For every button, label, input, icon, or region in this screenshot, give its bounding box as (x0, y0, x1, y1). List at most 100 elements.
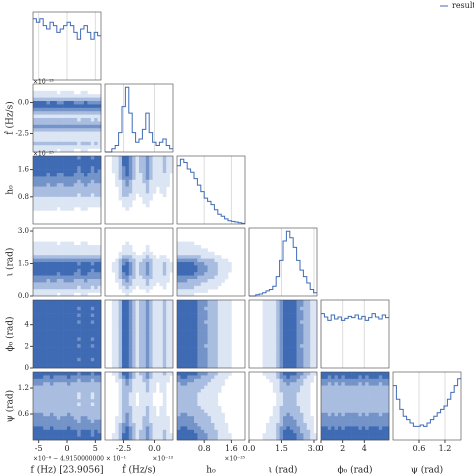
contour-cell (53, 121, 58, 126)
contour-cell (70, 416, 75, 420)
contour-cell (180, 372, 185, 376)
contour-cell (286, 313, 291, 318)
contour-cell (63, 258, 68, 263)
contour-cell (33, 351, 37, 355)
contour-cell (166, 275, 170, 280)
contour-cell (162, 426, 167, 431)
contour-cell (313, 433, 318, 437)
contour-cell (77, 248, 81, 253)
contour-cell (197, 310, 202, 314)
contour-cell (166, 258, 170, 263)
contour-cell (190, 337, 195, 342)
contour-cell (177, 334, 181, 338)
contour-cell (56, 183, 61, 187)
contour-cell (159, 186, 164, 191)
contour-cell (73, 128, 78, 132)
contour-cell (296, 334, 301, 338)
contour-cell (135, 310, 140, 314)
contour-cell (204, 433, 208, 437)
contour-cell (60, 275, 64, 280)
contour-cell (43, 306, 47, 311)
contour-cell (46, 395, 51, 400)
contour-cell (46, 340, 51, 345)
contour-cell (90, 357, 95, 362)
contour-cell (115, 173, 119, 177)
contour-cell (214, 412, 219, 417)
contour-cell (283, 361, 287, 365)
contour-cell (90, 265, 95, 270)
contour-cell (60, 282, 64, 287)
contour-cell (187, 375, 191, 380)
contour-cell (46, 104, 51, 109)
contour-cell (187, 361, 191, 365)
contour-cell (180, 344, 185, 348)
contour-cell (70, 317, 75, 321)
contour-cell (94, 196, 98, 201)
contour-cell (145, 419, 150, 424)
contour-cell (125, 203, 130, 208)
contour-cell (214, 340, 219, 345)
contour-cell (118, 340, 123, 345)
contour-cell (313, 364, 318, 369)
contour-cell (115, 300, 119, 304)
contour-cell (60, 97, 64, 102)
contour-cell (228, 303, 232, 308)
contour-cell (125, 183, 130, 187)
contour-cell (183, 412, 188, 417)
contour-cell (39, 399, 44, 403)
contour-cell (94, 128, 98, 132)
contour-cell (87, 406, 92, 410)
contour-cell (183, 416, 188, 420)
contour-cell (177, 429, 181, 434)
contour-cell (84, 306, 88, 311)
contour-cell (43, 419, 47, 424)
contour-cell (122, 378, 126, 383)
contour-cell (80, 97, 85, 102)
contour-cell (217, 310, 222, 314)
contour-cell (53, 104, 58, 109)
contour-cell (372, 372, 376, 376)
y-offset-text: ×10⁻¹³ (33, 79, 54, 86)
contour-cell (375, 402, 380, 407)
contour-cell (207, 385, 212, 390)
contour-cell (162, 320, 167, 325)
contour-cell (77, 97, 81, 102)
contour-cell (139, 255, 143, 259)
contour-cell (80, 159, 85, 164)
contour-cell (217, 406, 222, 410)
contour-cell (50, 323, 54, 328)
contour-cell (324, 429, 329, 434)
contour-cell (53, 262, 58, 266)
contour-cell (321, 429, 325, 434)
contour-cell (80, 289, 85, 293)
contour-cell (204, 327, 208, 331)
contour-cell (159, 162, 164, 167)
contour-cell (70, 392, 75, 397)
contour-cell (344, 395, 349, 400)
contour-cell (73, 118, 78, 122)
contour-cell (217, 306, 222, 311)
contour-cell (122, 162, 126, 167)
contour-cell (289, 344, 294, 348)
contour-cell (385, 429, 390, 434)
contour-cell (60, 399, 64, 403)
contour-cell (272, 389, 277, 393)
contour-cell (56, 190, 61, 194)
contour-cell (344, 416, 349, 420)
contour-cell (279, 320, 284, 325)
contour-cell (211, 399, 215, 403)
contour-cell (73, 347, 78, 352)
contour-cell (97, 124, 102, 129)
contour-cell (80, 248, 85, 253)
contour-cell (33, 190, 37, 194)
contour-cell (272, 364, 277, 369)
contour-cell (46, 114, 51, 119)
contour-cell (385, 389, 390, 393)
contour-cell (128, 395, 133, 400)
contour-cell (177, 389, 181, 393)
contour-cell (200, 402, 205, 407)
contour-cell (70, 131, 75, 136)
contour-cell (204, 416, 208, 420)
contour-cell (300, 340, 304, 345)
contour-cell (97, 347, 102, 352)
